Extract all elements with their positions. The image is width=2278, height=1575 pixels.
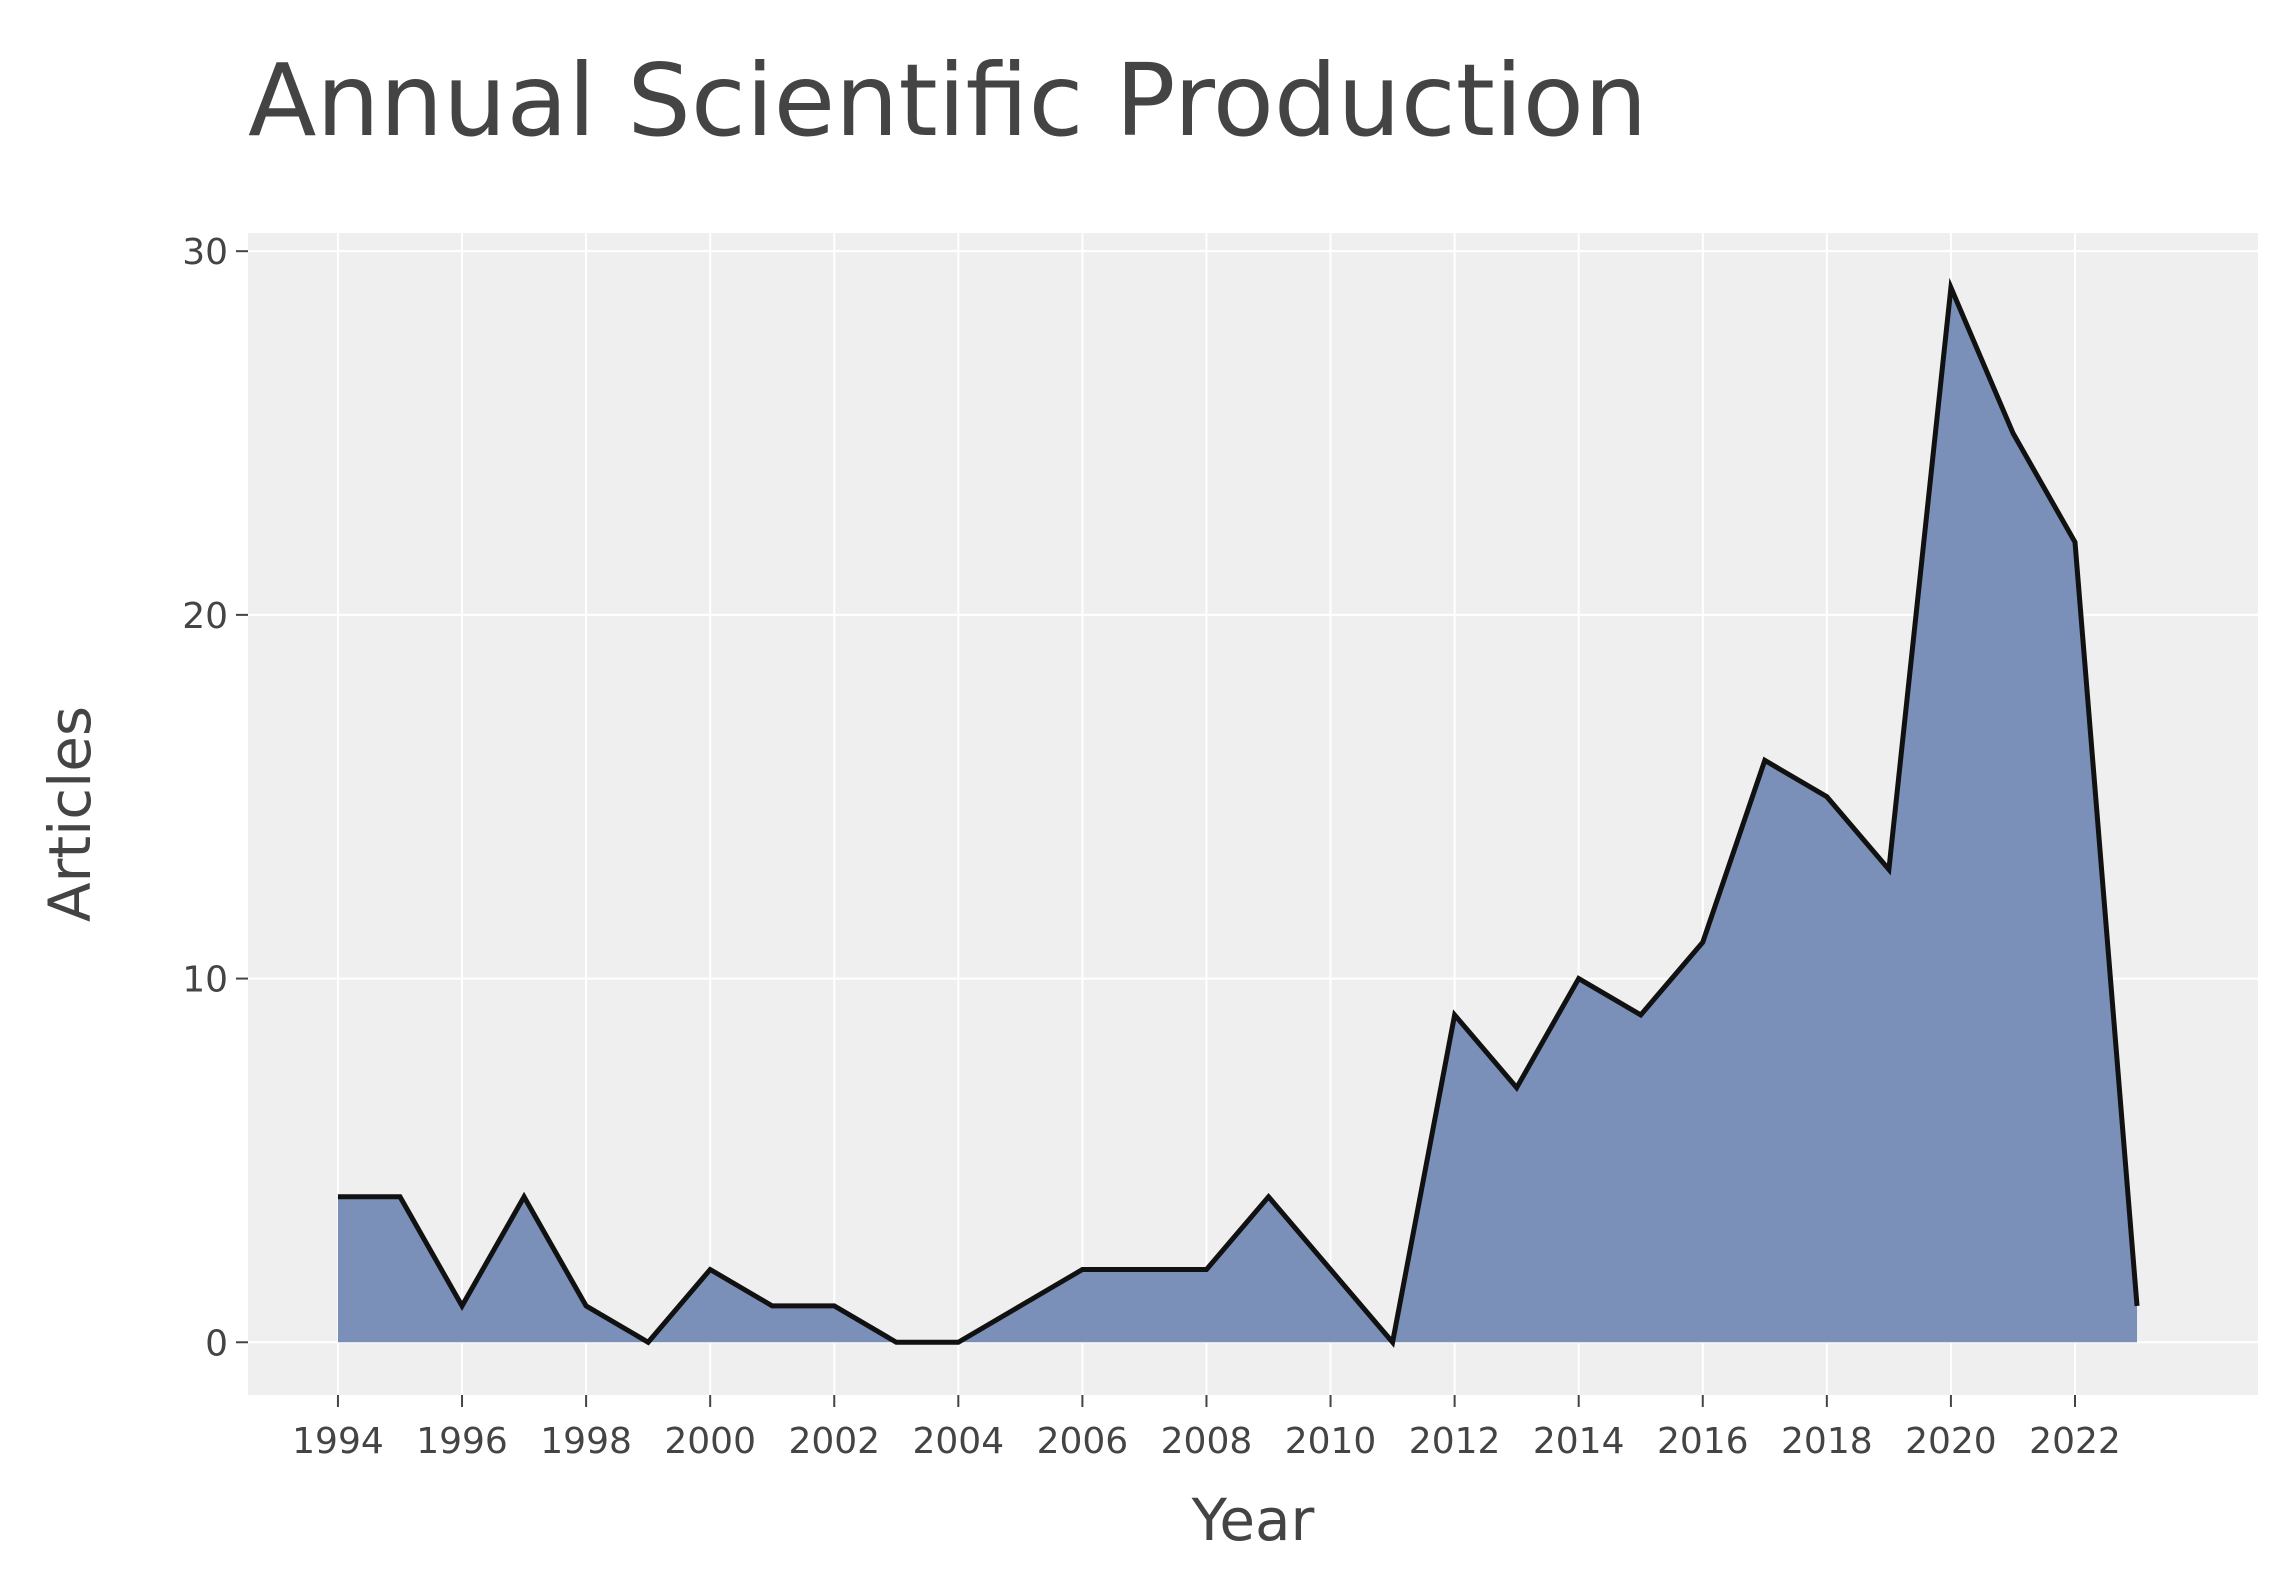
x-tick-label: 2020: [1905, 1421, 1997, 1462]
series-line: [337, 277, 2140, 1348]
x-tick-label: 2014: [1533, 1421, 1625, 1462]
x-tick-label: 2010: [1285, 1421, 1377, 1462]
x-tick-label: 2022: [2029, 1421, 2121, 1462]
x-axis-title: Year: [1191, 1486, 1315, 1554]
x-tick-label: 2002: [788, 1421, 880, 1462]
x-tick-label: 2008: [1161, 1421, 1253, 1462]
y-tick-label: 30: [182, 232, 228, 273]
y-tick-label: 20: [182, 596, 228, 637]
x-tick-label: 2004: [913, 1421, 1005, 1462]
y-tick-label: 0: [205, 1323, 228, 1364]
x-tick-label: 2018: [1781, 1421, 1873, 1462]
x-tick-label: 2012: [1409, 1421, 1501, 1462]
chart-title: Annual Scientific Production: [248, 42, 1647, 159]
x-tick-label: 1994: [292, 1421, 384, 1462]
x-tick-label: 2016: [1657, 1421, 1749, 1462]
x-tick-label: 2006: [1037, 1421, 1129, 1462]
x-tick-label: 1996: [416, 1421, 508, 1462]
x-tick-label: 2000: [664, 1421, 756, 1462]
y-tick-label: 10: [182, 960, 228, 1001]
x-tick-label: 1998: [540, 1421, 632, 1462]
area-fill: [337, 287, 2138, 1343]
x-axis: 1994 1996 1998 2000 2002 2004 2006 2008 2010 2012…: [292, 1395, 2121, 1462]
y-axis-title: Articles: [36, 706, 104, 922]
y-axis: 0 10 20 30: [182, 232, 248, 1364]
